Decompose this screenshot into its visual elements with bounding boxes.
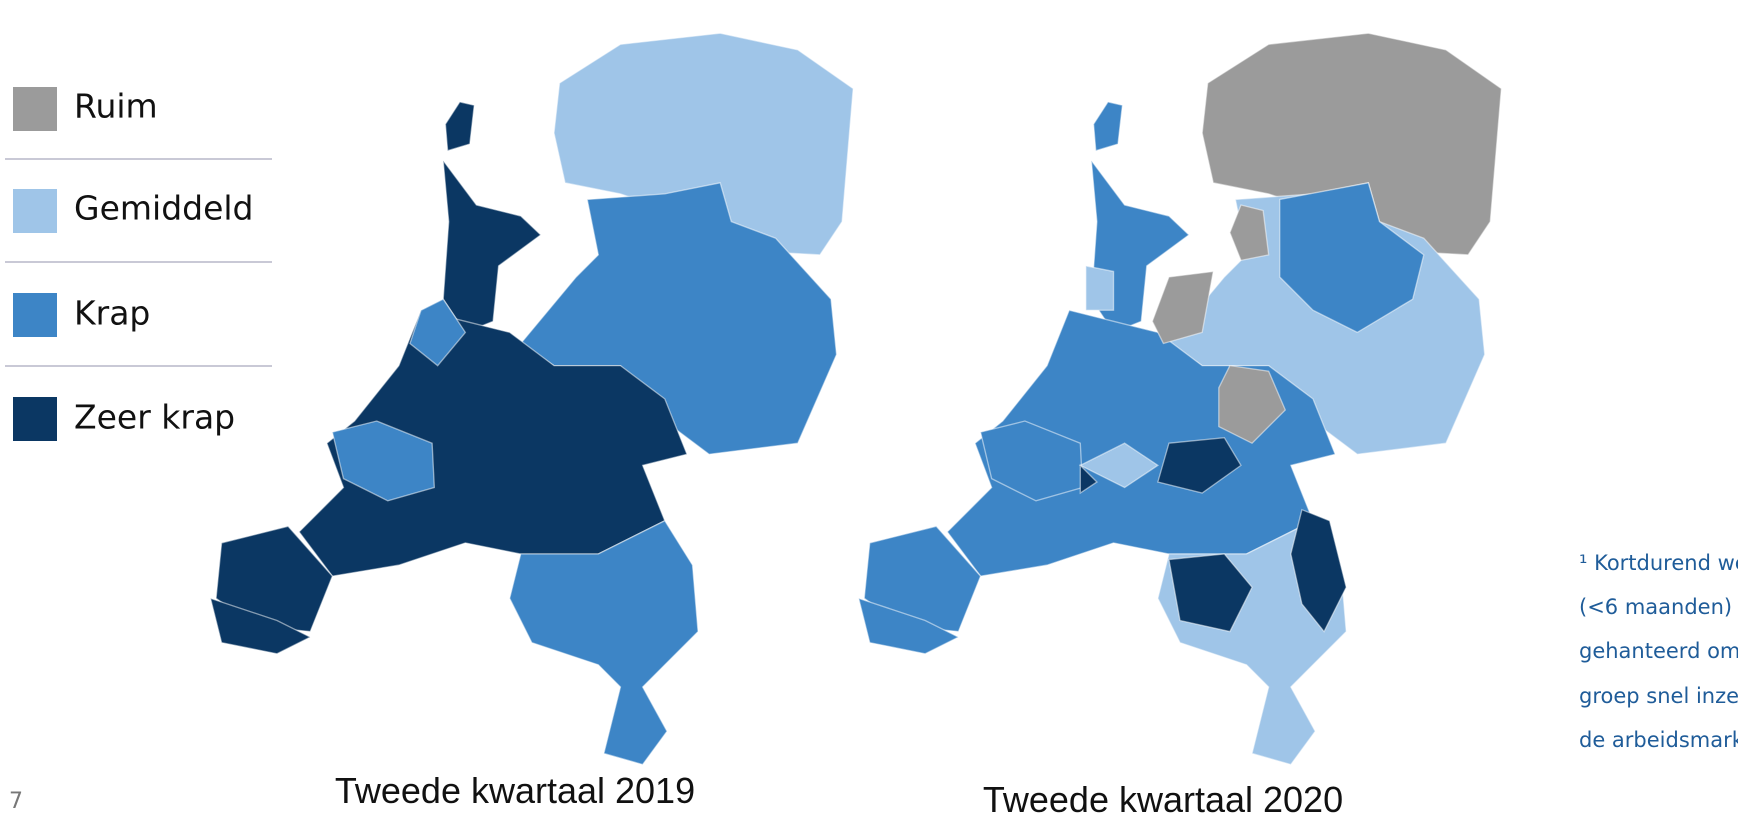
legend-label: Gemiddeld bbox=[74, 189, 254, 228]
map-2020 bbox=[858, 32, 1503, 766]
footnote-line: ¹ Kortdurend werkzoekend bbox=[1579, 551, 1738, 575]
region bbox=[1151, 270, 1215, 345]
region bbox=[1290, 508, 1347, 633]
page-number: 7 bbox=[9, 789, 23, 814]
map-caption: Tweede kwartaal 2019 bbox=[335, 770, 695, 811]
map-2019 bbox=[209, 32, 854, 766]
legend-swatch bbox=[13, 189, 57, 233]
legend-label: Ruim bbox=[74, 87, 158, 126]
region bbox=[1218, 364, 1287, 445]
map-caption: Tweede kwartaal 2020 bbox=[983, 779, 1343, 818]
region bbox=[1279, 182, 1425, 334]
region bbox=[1229, 204, 1270, 262]
legend-swatch bbox=[13, 87, 57, 131]
footnote: ¹ Kortdurend werkzoekend (<6 maanden) wo… bbox=[1579, 551, 1738, 752]
region bbox=[1157, 436, 1242, 494]
region bbox=[442, 159, 542, 334]
legend-swatch bbox=[13, 397, 57, 441]
region bbox=[1079, 463, 1098, 495]
footnote-line: gehanteerd omdat deze bbox=[1579, 639, 1738, 663]
footnote-line: (<6 maanden) wordt bbox=[1579, 595, 1738, 619]
region bbox=[1092, 101, 1124, 152]
region bbox=[1078, 442, 1160, 489]
region bbox=[1168, 553, 1253, 633]
legend-swatch bbox=[13, 293, 57, 337]
footnote-line: de arbeidsmarkt. bbox=[1579, 728, 1738, 752]
legend-label: Zeer krap bbox=[74, 398, 235, 437]
region bbox=[1085, 265, 1115, 311]
region bbox=[409, 298, 467, 367]
footnote-line: groep snel inzetbaar is op bbox=[1579, 684, 1738, 708]
legend-label: Krap bbox=[74, 294, 150, 333]
legend: Ruim Gemiddeld Krap Zeer krap bbox=[5, 87, 272, 441]
region bbox=[444, 101, 475, 152]
region bbox=[509, 520, 699, 766]
